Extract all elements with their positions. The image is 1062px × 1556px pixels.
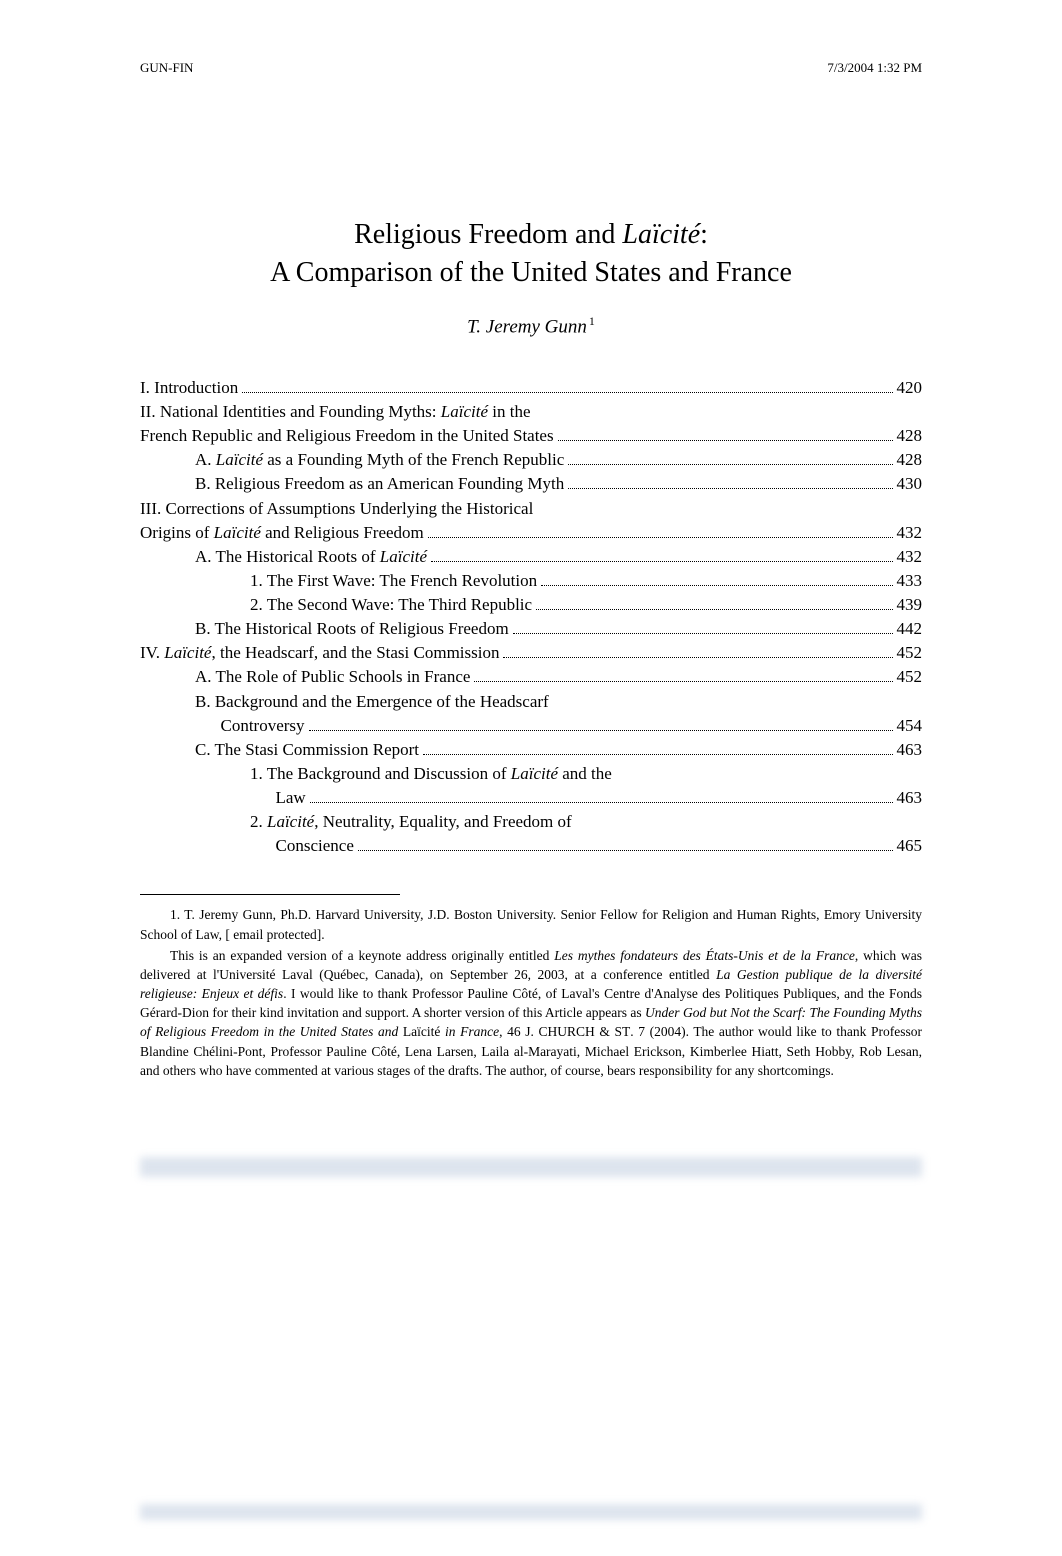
author-footnote-sup: 1 [589,314,595,328]
toc-row: Origins of Laïcité and Religious Freedom… [140,521,922,545]
title-line1-ital: Laïcité [622,219,700,250]
toc-page-number: 452 [897,665,923,689]
toc-row: A. The Historical Roots of Laïcité 432 [140,545,922,569]
toc-page-number: 463 [897,738,923,762]
toc-row: Conscience 465 [140,834,922,858]
toc-page-number: 428 [897,424,923,448]
toc-row: IV. Laïcité, the Headscarf, and the Stas… [140,641,922,665]
toc-leader-dots [558,426,893,441]
toc-page-number: 432 [897,545,923,569]
toc-leader-dots [310,788,893,803]
article-title: Religious Freedom and Laïcité: A Compari… [140,216,922,292]
toc-label: Controversy [195,714,305,738]
toc-page-number: 432 [897,521,923,545]
header-left: GUN-FIN [140,60,193,76]
toc-page-number: 433 [897,569,923,593]
toc-label: 2. Laïcité, Neutrality, Equality, and Fr… [250,810,572,834]
toc-page-number: 428 [897,448,923,472]
redaction-blur-bar [140,1157,922,1177]
running-header: GUN-FIN 7/3/2004 1:32 PM [140,60,922,76]
footnote-block: 1. T. Jeremy Gunn, Ph.D. Harvard Univers… [140,905,922,1079]
toc-label: 1. The First Wave: The French Revolution [250,569,537,593]
title-line1-post: : [700,219,708,250]
toc-leader-dots [503,643,892,658]
title-line2: A Comparison of the United States and Fr… [270,257,792,288]
toc-row: B. Religious Freedom as an American Foun… [140,472,922,496]
toc-label: Law [250,786,306,810]
toc-row: A. The Role of Public Schools in France 4… [140,665,922,689]
toc-label: A. Laïcité as a Founding Myth of the Fre… [195,448,564,472]
toc-leader-dots [423,740,892,755]
toc-page-number: 454 [897,714,923,738]
toc-leader-dots [474,667,892,682]
toc-row: C. The Stasi Commission Report 463 [140,738,922,762]
toc-label: Origins of Laïcité and Religious Freedom [140,521,424,545]
toc-page-number: 430 [897,472,923,496]
toc-label: 2. The Second Wave: The Third Republic [250,593,532,617]
toc-label: B. Religious Freedom as an American Foun… [195,472,564,496]
toc-row: 2. The Second Wave: The Third Republic 43… [140,593,922,617]
toc-leader-dots [568,450,892,465]
footnote-p1: 1. T. Jeremy Gunn, Ph.D. Harvard Univers… [140,905,922,943]
table-of-contents: I. Introduction 420 II. National Identitie… [140,376,922,859]
toc-row: 1. The First Wave: The French Revolution… [140,569,922,593]
toc-leader-dots [431,547,893,562]
author-name: T. Jeremy Gunn [467,316,587,337]
toc-page-number: 463 [897,786,923,810]
toc-label: III. Corrections of Assumptions Underlyi… [140,497,533,521]
toc-leader-dots [568,474,892,489]
toc-leader-dots [541,571,892,586]
toc-row: I. Introduction 420 [140,376,922,400]
toc-row: B. The Historical Roots of Religious Fre… [140,617,922,641]
toc-leader-dots [358,836,893,851]
toc-row: Law 463 [140,786,922,810]
redaction-blur-bar [140,1504,922,1520]
toc-leader-dots [309,715,893,730]
header-right: 7/3/2004 1:32 PM [827,60,922,76]
toc-label: C. The Stasi Commission Report [195,738,419,762]
toc-leader-dots [536,595,892,610]
footnote-p2: This is an expanded version of a keynote… [140,946,922,1080]
toc-label: II. National Identities and Founding Myt… [140,400,531,424]
toc-page-number: 452 [897,641,923,665]
toc-leader-dots [513,619,893,634]
toc-leader-dots [428,522,893,537]
toc-row: II. National Identities and Founding Myt… [140,400,922,424]
toc-row: 2. Laïcité, Neutrality, Equality, and Fr… [140,810,922,834]
toc-label: B. The Historical Roots of Religious Fre… [195,617,509,641]
toc-row: French Republic and Religious Freedom in… [140,424,922,448]
toc-row: B. Background and the Emergence of the H… [140,690,922,714]
toc-label: A. The Role of Public Schools in France [195,665,470,689]
toc-row: Controversy 454 [140,714,922,738]
toc-label: 1. The Background and Discussion of Laïc… [250,762,612,786]
author-line: T. Jeremy Gunn1 [140,314,922,338]
toc-label: IV. Laïcité, the Headscarf, and the Stas… [140,641,499,665]
toc-page-number: 465 [897,834,923,858]
toc-row: A. Laïcité as a Founding Myth of the Fre… [140,448,922,472]
toc-label: A. The Historical Roots of Laïcité [195,545,427,569]
footnote-rule [140,894,400,895]
toc-leader-dots [242,378,892,393]
toc-label: B. Background and the Emergence of the H… [195,690,549,714]
toc-label: I. Introduction [140,376,238,400]
toc-page-number: 439 [897,593,923,617]
toc-row: 1. The Background and Discussion of Laïc… [140,762,922,786]
toc-page-number: 420 [897,376,923,400]
toc-page-number: 442 [897,617,923,641]
toc-row: III. Corrections of Assumptions Underlyi… [140,497,922,521]
toc-label: French Republic and Religious Freedom in… [140,424,554,448]
title-line1-pre: Religious Freedom and [354,219,622,250]
toc-label: Conscience [250,834,354,858]
